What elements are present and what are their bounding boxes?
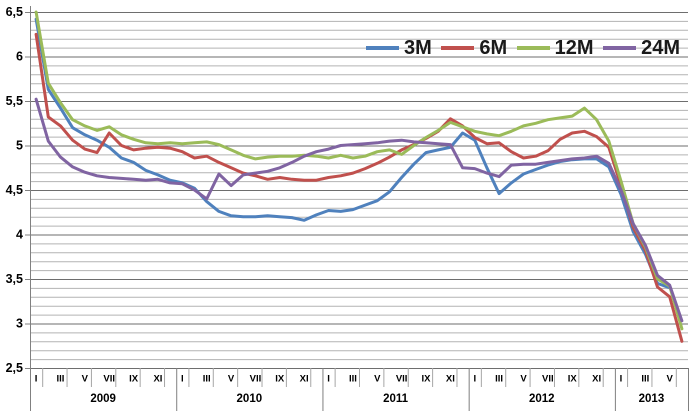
month-label: XI <box>153 374 162 385</box>
month-label: I <box>473 374 476 385</box>
month-label: VII <box>103 374 115 385</box>
month-label: V <box>228 374 235 385</box>
month-label: III <box>349 374 357 385</box>
legend-line-swatch-6m <box>441 46 475 50</box>
legend-item-6m: 6M <box>441 38 507 58</box>
month-label: V <box>520 374 527 385</box>
legend-item-12m: 12M <box>516 37 594 59</box>
y-axis-label: 4,5 <box>6 183 23 197</box>
month-label: IX <box>568 374 578 385</box>
month-label: VII <box>250 374 262 385</box>
month-label: IX <box>129 374 139 385</box>
y-axis-label: 4 <box>16 228 23 242</box>
legend-label-12m: 12M <box>554 37 594 59</box>
month-label: IX <box>422 374 432 385</box>
year-label: 2013 <box>639 393 665 405</box>
y-axis-label: 5,5 <box>6 94 23 108</box>
y-axis: 2,5 3 3,5 4 4,5 5 5,5 6 6,5 <box>6 5 31 411</box>
legend-item-3m: 3M <box>366 38 432 58</box>
legend-item-24m: 24M <box>603 38 680 58</box>
y-axis-label: 3,5 <box>6 272 23 286</box>
series-line-6m <box>34 32 684 343</box>
y-axis-label: 2,5 <box>6 361 23 375</box>
legend-label-24m: 24M <box>641 37 680 59</box>
month-label: XI <box>300 374 309 385</box>
month-label: IX <box>275 374 285 385</box>
month-label: XI <box>592 374 601 385</box>
year-label: 2009 <box>90 393 116 405</box>
y-axis-label: 6 <box>16 50 23 64</box>
y-axis-label: 5 <box>16 139 23 153</box>
legend-label-3m: 3M <box>404 37 432 59</box>
month-label: XI <box>446 374 455 385</box>
y-axis-label: 6,5 <box>6 5 23 19</box>
month-label: I <box>181 374 184 385</box>
month-label: I <box>620 374 623 385</box>
month-label: V <box>82 374 89 385</box>
legend-line-swatch-3m <box>366 46 399 50</box>
legend-line-swatch-12m <box>516 46 550 50</box>
year-label: 2010 <box>237 393 263 405</box>
y-axis-label: 3 <box>16 317 23 331</box>
month-label: V <box>374 374 381 385</box>
month-label: III <box>203 374 211 385</box>
year-label: 2011 <box>383 393 409 405</box>
chart-legend: 3M 6M 12M 24M <box>366 34 680 62</box>
month-label: I <box>35 374 38 385</box>
legend-line-swatch-24m <box>603 46 637 50</box>
month-label: III <box>495 374 503 385</box>
legend-label-6m: 6M <box>479 37 508 59</box>
month-label: VII <box>542 374 554 385</box>
month-label: V <box>667 374 674 385</box>
month-label: III <box>57 374 65 385</box>
month-label: III <box>641 374 649 385</box>
year-label: 2012 <box>529 393 555 405</box>
series-line-24m <box>34 97 684 323</box>
y-gridlines <box>30 12 688 369</box>
month-label: VII <box>396 374 408 385</box>
series-line-12m <box>34 10 684 331</box>
month-label: I <box>327 374 330 385</box>
